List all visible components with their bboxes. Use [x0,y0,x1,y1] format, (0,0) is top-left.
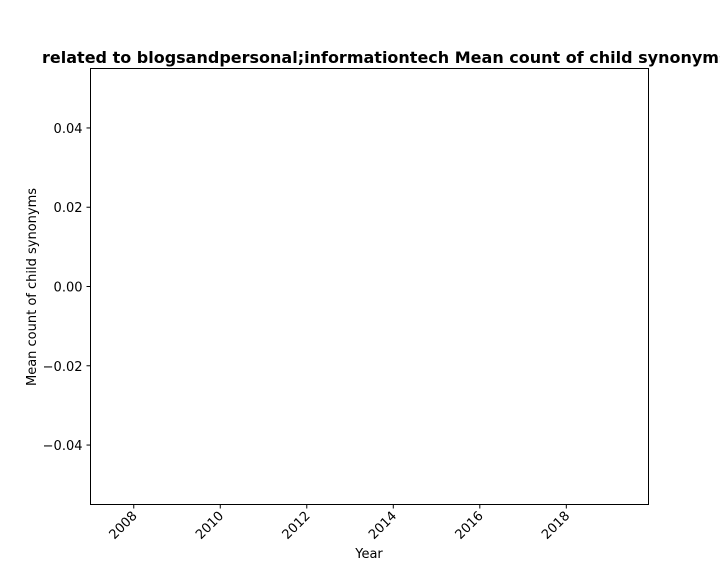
plot-area [90,68,649,505]
y-tick-label: −0.04 [43,439,83,454]
chart-title: related to blogsandpersonal;informationt… [42,48,720,67]
x-tick-label: 2014 [366,509,400,543]
y-tick-label: 0.04 [54,122,83,137]
y-axis-ticks: 0.04 0.02 0.00 −0.02 −0.04 [43,122,91,454]
y-tick-label: 0.00 [54,281,83,296]
y-tick-label: 0.02 [54,201,83,216]
x-tick-label: 2016 [453,509,487,543]
x-tick-label: 2012 [280,509,314,543]
x-tick-label: 2010 [193,509,227,543]
y-axis-label: Mean count of child synonyms [25,188,40,386]
x-tick-label: 2018 [539,509,573,543]
x-axis-label: Year [354,547,383,562]
x-axis-ticks: 2008 2010 2012 2014 2016 2018 [107,504,573,543]
x-tick-label: 2008 [107,509,141,543]
y-tick-label: −0.02 [43,360,83,375]
